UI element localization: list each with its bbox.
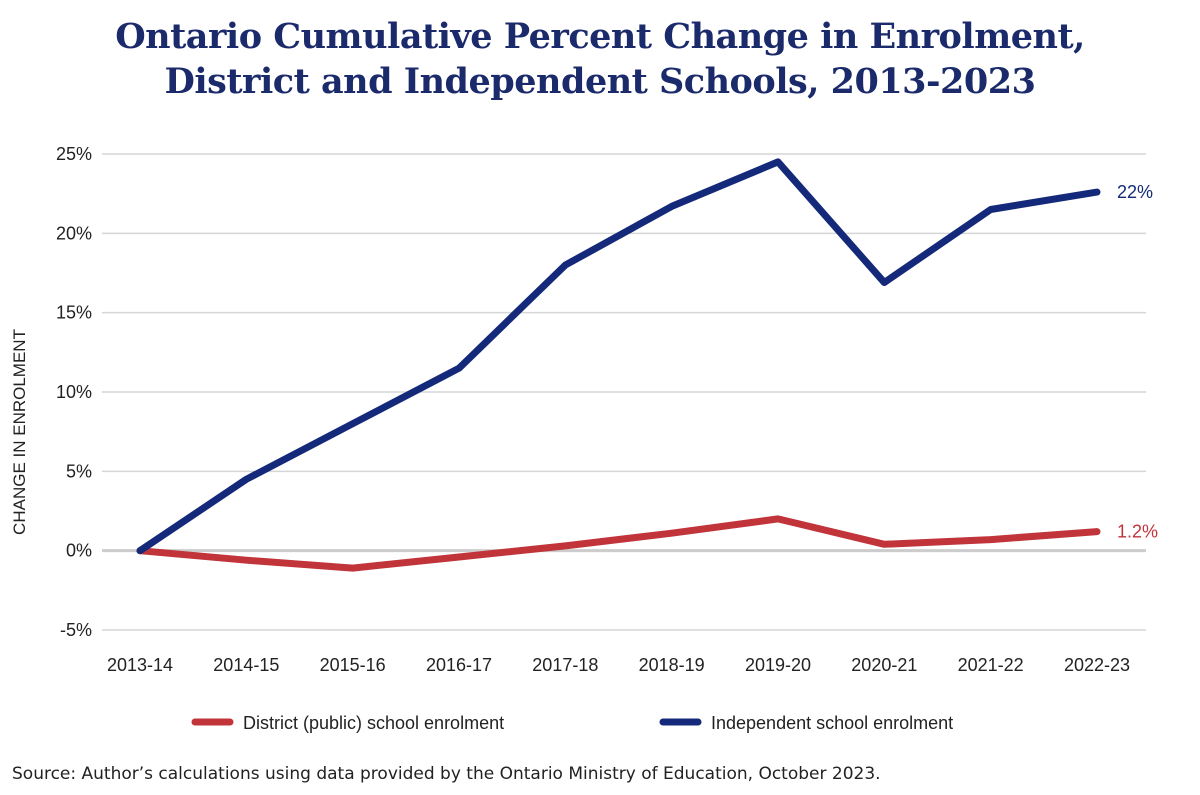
y-tick-label: 15% <box>56 303 92 323</box>
y-tick-label: 25% <box>56 144 92 164</box>
chart-title-line-2: District and Independent Schools, 2013-2… <box>164 61 1036 102</box>
x-tick-label: 2020-21 <box>851 655 917 675</box>
x-tick-label: 2018-19 <box>639 655 705 675</box>
district-end-label: 1.2% <box>1117 522 1158 542</box>
x-tick-label: 2014-15 <box>213 655 279 675</box>
x-tick-label: 2013-14 <box>107 655 173 675</box>
x-tick-label: 2022-23 <box>1064 655 1130 675</box>
y-tick-label: 0% <box>66 541 92 561</box>
y-tick-label: 5% <box>66 461 92 481</box>
independent-series-line <box>136 158 1101 555</box>
y-tick-label: 20% <box>56 223 92 243</box>
legend-label-district: District (public) school enrolment <box>243 713 504 733</box>
x-tick-label: 2021-22 <box>958 655 1024 675</box>
independent-end-label: 22% <box>1117 182 1153 202</box>
y-axis-label: CHANGE IN ENROLMENT <box>10 329 29 535</box>
source-note: Source: Author’s calculations using data… <box>12 764 881 784</box>
x-tick-label: 2019-20 <box>745 655 811 675</box>
chart-title-line-1: Ontario Cumulative Percent Change in Enr… <box>115 16 1085 57</box>
x-tick-label: 2015-16 <box>320 655 386 675</box>
x-tick-label: 2016-17 <box>426 655 492 675</box>
y-tick-label: -5% <box>60 620 92 640</box>
district-series-line <box>136 515 1101 572</box>
legend-label-independent: Independent school enrolment <box>711 713 953 733</box>
y-tick-label: 10% <box>56 382 92 402</box>
chart-title: Ontario Cumulative Percent Change in Enr… <box>0 14 1200 104</box>
x-tick-label: 2017-18 <box>532 655 598 675</box>
